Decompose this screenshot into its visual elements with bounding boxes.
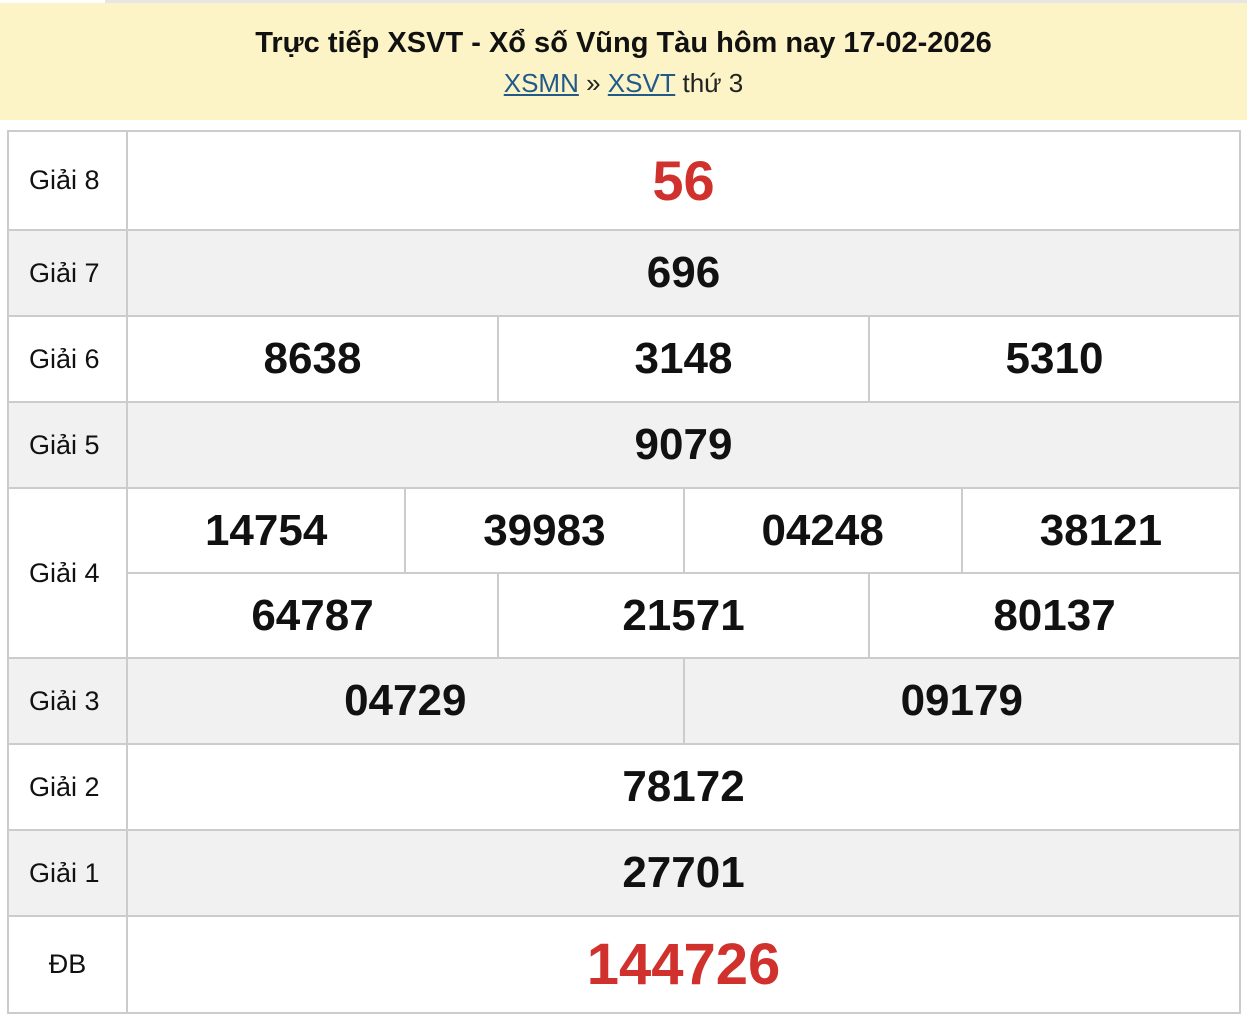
- prize-subrow: 04729 09179: [128, 659, 1239, 743]
- breadcrumb-day: thứ 3: [682, 68, 744, 98]
- prize-number: 3148: [497, 317, 868, 401]
- breadcrumb-separator: »: [586, 68, 601, 98]
- page-header: Trực tiếp XSVT - Xổ số Vũng Tàu hôm nay …: [0, 3, 1247, 120]
- prize-number: 38121: [960, 489, 1239, 572]
- prize-row: Giải 2 78172: [9, 745, 1239, 831]
- prize-label: Giải 4: [9, 489, 128, 657]
- prize-label: Giải 2: [9, 745, 128, 829]
- prize-values: 8638 3148 5310: [128, 317, 1239, 401]
- prize-values: 696: [128, 231, 1239, 315]
- prize-values: 56: [128, 132, 1239, 229]
- results-table: Giải 8 56 Giải 7 696 Giải 6 8638 3148 5310 Giải …: [7, 130, 1241, 1014]
- prize-number: 80137: [868, 574, 1239, 657]
- prize-row: Giải 8 56: [9, 132, 1239, 231]
- prize-number: 21571: [497, 574, 868, 657]
- prize-subrow: 696: [128, 231, 1239, 315]
- prize-row: Giải 7 696: [9, 231, 1239, 317]
- prize-row: ĐB 144726: [9, 917, 1239, 1012]
- prize-row: Giải 5 9079: [9, 403, 1239, 489]
- prize-label: Giải 7: [9, 231, 128, 315]
- prize-number: 39983: [404, 489, 682, 572]
- prize-row: Giải 4 14754 39983 04248 38121 64787 21571 8013…: [9, 489, 1239, 659]
- prize-subrow: 64787 21571 80137: [128, 572, 1239, 657]
- prize-values: 78172: [128, 745, 1239, 829]
- prize-subrow: 9079: [128, 403, 1239, 487]
- prize-values: 144726: [128, 917, 1239, 1012]
- prize-number: 27701: [622, 848, 745, 897]
- prize-row: Giải 6 8638 3148 5310: [9, 317, 1239, 403]
- prize-number: 14754: [204, 505, 328, 555]
- prize-subrow: 56: [128, 132, 1239, 229]
- prize-subrow: 14754 39983 04248 38121: [128, 489, 1239, 572]
- prize-label: Giải 1: [9, 831, 128, 915]
- prize-subrow: 27701: [128, 831, 1239, 915]
- prize-values: 9079: [128, 403, 1239, 487]
- prize-values: 04729 09179: [128, 659, 1239, 743]
- prize-row: Giải 3 04729 09179: [9, 659, 1239, 745]
- prize-number: 78172: [622, 762, 745, 811]
- prize-label: ĐB: [9, 917, 128, 1012]
- prize-label: Giải 3: [9, 659, 128, 743]
- prize-values: 14754 39983 04248 38121 64787 21571 80137: [128, 489, 1239, 657]
- prize-number: 696: [646, 248, 721, 297]
- prize-subrow: 78172: [128, 745, 1239, 829]
- prize-label: Giải 6: [9, 317, 128, 401]
- breadcrumb-xsvt-link[interactable]: XSVT: [607, 68, 676, 98]
- breadcrumb: XSMN » XSVT thứ 3: [0, 68, 1247, 99]
- prize-number: 8638: [263, 334, 362, 383]
- prize-number: 64787: [251, 590, 374, 640]
- special-prize-number: 144726: [586, 932, 781, 997]
- prize-values: 27701: [128, 831, 1239, 915]
- prize-number: 56: [652, 149, 715, 212]
- prize-number: 04729: [344, 676, 467, 725]
- prize-number: 5310: [868, 317, 1239, 401]
- prize-number: 09179: [682, 659, 1240, 743]
- prize-label: Giải 5: [9, 403, 128, 487]
- prize-subrow: 144726: [128, 917, 1239, 1012]
- top-nav-strip: [105, 0, 1247, 3]
- prize-number: 04248: [682, 489, 961, 572]
- page-title: Trực tiếp XSVT - Xổ số Vũng Tàu hôm nay …: [255, 27, 992, 59]
- prize-number: 9079: [634, 420, 733, 469]
- prize-label: Giải 8: [9, 132, 128, 229]
- prize-row: Giải 1 27701: [9, 831, 1239, 917]
- prize-subrow: 8638 3148 5310: [128, 317, 1239, 401]
- breadcrumb-xsmn-link[interactable]: XSMN: [503, 68, 579, 98]
